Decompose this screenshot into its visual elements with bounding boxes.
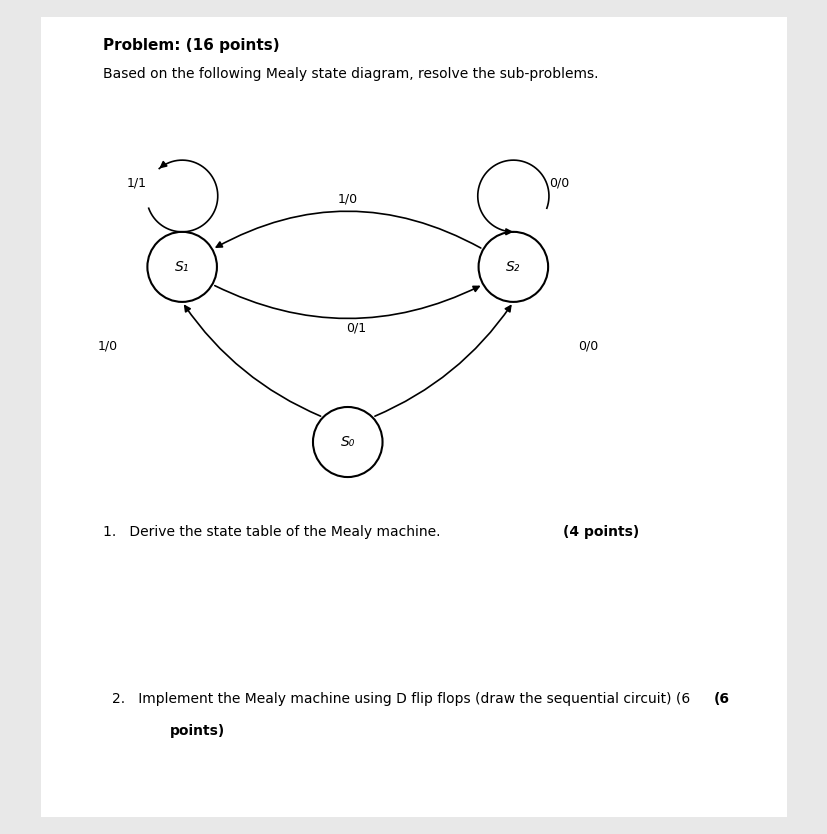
FancyBboxPatch shape	[41, 17, 786, 817]
Text: 0/0: 0/0	[548, 177, 568, 190]
Text: (4 points): (4 points)	[562, 525, 638, 540]
Text: S₂: S₂	[505, 260, 520, 274]
FancyArrowPatch shape	[375, 306, 510, 416]
Text: S₁: S₁	[174, 260, 189, 274]
Text: Based on the following Mealy state diagram, resolve the sub-problems.: Based on the following Mealy state diagr…	[103, 67, 598, 81]
Text: Problem: (16 points): Problem: (16 points)	[103, 38, 280, 53]
Text: points): points)	[170, 724, 225, 738]
Text: (6: (6	[713, 692, 729, 706]
FancyArrowPatch shape	[216, 211, 480, 248]
Text: 1/1: 1/1	[127, 177, 146, 190]
Text: 1/0: 1/0	[98, 339, 117, 353]
Text: 0/1: 0/1	[346, 321, 366, 334]
Text: 1/0: 1/0	[337, 193, 357, 206]
Text: S₀: S₀	[340, 435, 355, 449]
Text: 2.   Implement the Mealy machine using D flip flops (draw the sequential circuit: 2. Implement the Mealy machine using D f…	[112, 692, 689, 706]
Text: 1.   Derive the state table of the Mealy machine.: 1. Derive the state table of the Mealy m…	[103, 525, 445, 540]
FancyArrowPatch shape	[184, 306, 320, 416]
Text: 0/0: 0/0	[577, 339, 597, 353]
FancyArrowPatch shape	[214, 285, 479, 319]
